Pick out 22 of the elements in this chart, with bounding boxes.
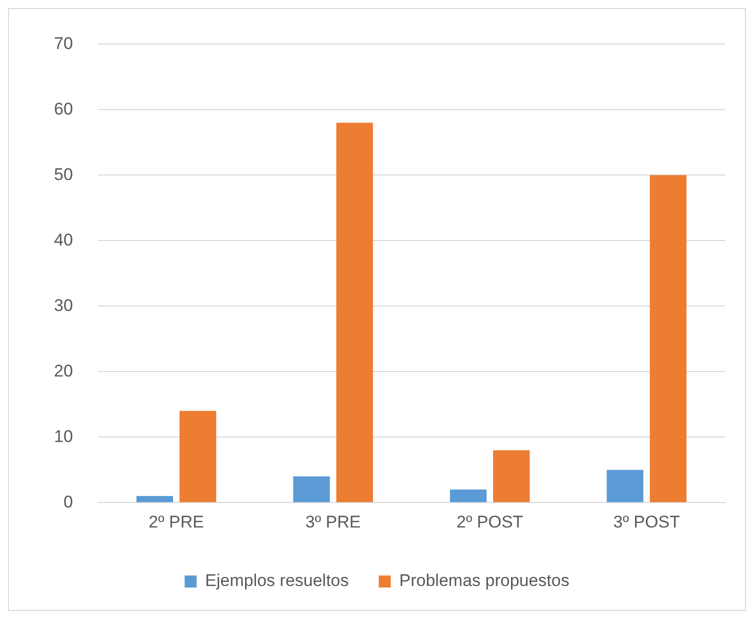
legend-label: Problemas propuestos — [399, 571, 570, 590]
y-tick-label: 40 — [54, 230, 73, 250]
y-tick-label: 20 — [54, 361, 73, 380]
y-tick-label: 0 — [63, 492, 73, 512]
x-tick-label: 2º PRE — [148, 512, 204, 532]
bar — [180, 410, 216, 502]
y-tick-label: 10 — [54, 426, 73, 446]
bar — [493, 450, 530, 502]
y-tick-label: 30 — [54, 296, 73, 315]
bar — [336, 122, 373, 502]
y-tick-label: 50 — [54, 164, 73, 184]
x-tick-label: 3º POST — [613, 512, 680, 532]
bar — [650, 175, 686, 502]
x-tick-label: 2º POST — [456, 512, 524, 532]
legend-label: Ejemplos resueltos — [205, 571, 349, 590]
bar — [450, 490, 487, 502]
x-tick-label: 3º PRE — [305, 512, 361, 532]
bar — [136, 496, 174, 502]
y-tick-label: 60 — [54, 99, 73, 118]
bar — [293, 476, 330, 502]
bar — [606, 470, 644, 502]
y-tick-label: 70 — [54, 34, 73, 53]
